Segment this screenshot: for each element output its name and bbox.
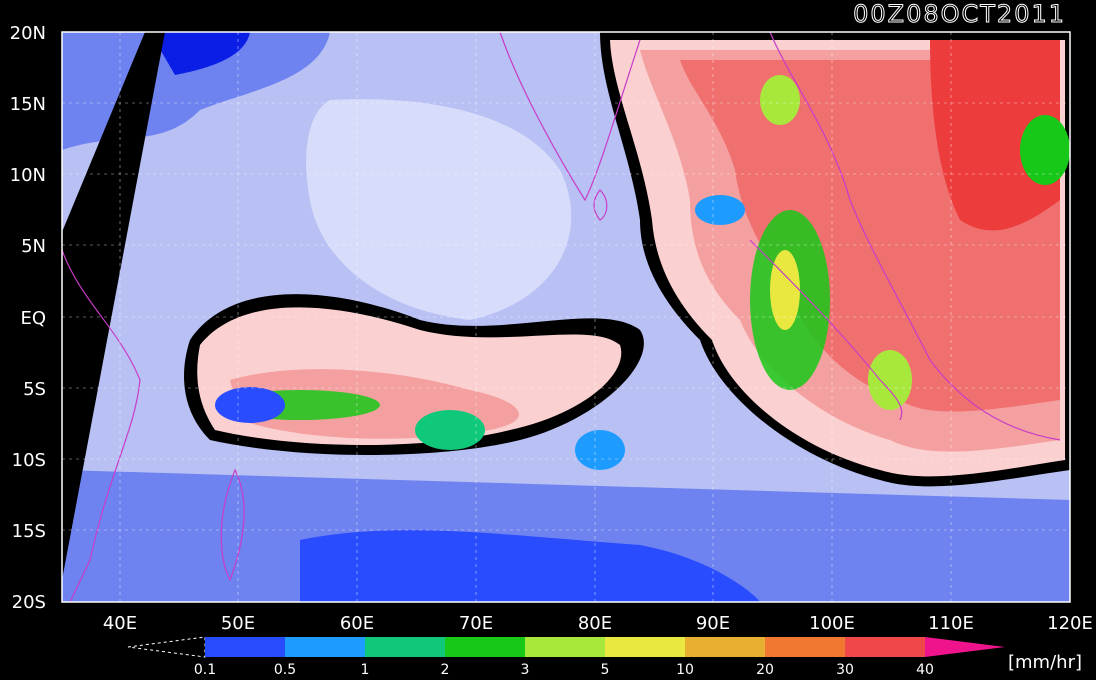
colorbar-label: 2	[441, 662, 450, 678]
longitude-labels: 40E 50E 60E 70E 80E 90E 100E 110E 120E	[103, 613, 1093, 634]
cell-malay	[695, 195, 745, 225]
colorbar-swatch	[205, 637, 285, 657]
colorbar-unit: [mm/hr]	[1008, 652, 1082, 673]
dry-region-arabia	[150, 32, 250, 75]
colorbar-labels: 0.1 0.5 1 2 3 5 10 20 30 40	[194, 662, 934, 678]
lat-label: 5S	[23, 379, 46, 400]
colorbar-swatch	[285, 637, 365, 657]
convective-cells	[215, 75, 1070, 470]
colorbar-swatch	[845, 637, 925, 657]
colorbar-swatch	[445, 637, 525, 657]
colorbar-swatch	[685, 637, 765, 657]
timestamp: 00Z08OCT2011	[853, 0, 1066, 29]
colorbar-label: 5	[601, 662, 610, 678]
lon-label: 50E	[221, 613, 255, 634]
coastline-sumatra	[749, 239, 903, 421]
lat-label: 10S	[12, 450, 46, 471]
colorbar-swatch	[605, 637, 685, 657]
data-gap-swath	[62, 32, 165, 580]
lon-label: 40E	[103, 613, 137, 634]
colorbar-swatch	[365, 637, 445, 657]
lon-label: 70E	[459, 613, 493, 634]
dry-region-south-deep	[300, 530, 760, 602]
lat-label: 10N	[10, 165, 46, 186]
lat-label: 5N	[21, 236, 46, 257]
coastline-india	[499, 31, 641, 202]
map-frame	[61, 31, 1071, 603]
lat-label: 20S	[12, 592, 46, 613]
lon-label: 60E	[340, 613, 374, 634]
colorbar-swatches	[205, 637, 1005, 657]
cell-philippines	[1020, 115, 1070, 185]
colorbar-label: 10	[676, 662, 694, 678]
latitude-labels: 20N 15N 10N 5N EQ 5S 10S 15S 20S	[10, 23, 46, 613]
colorbar-label: 1	[361, 662, 370, 678]
lat-label: 20N	[10, 23, 46, 44]
cell-andaman	[760, 75, 800, 125]
heavy-rain-indochina	[930, 40, 1060, 231]
colorbar-swatch	[765, 637, 845, 657]
colorbar-low-arrow	[127, 636, 206, 658]
lon-label: 90E	[696, 613, 730, 634]
lat-label: 15N	[10, 94, 46, 115]
colorbar-high-arrow	[925, 637, 1005, 657]
colorbar-label: 0.5	[274, 662, 296, 678]
coastline-madagascar	[220, 468, 245, 582]
colorbar-swatch	[525, 637, 605, 657]
lon-label: 80E	[578, 613, 612, 634]
cell-east-ocean	[575, 430, 625, 470]
coastline-indochina	[769, 31, 1061, 441]
colorbar-label: 3	[521, 662, 530, 678]
coastline-srilanka	[593, 189, 608, 221]
lon-label: 110E	[928, 613, 974, 634]
colorbar-label: 0.1	[194, 662, 216, 678]
lat-label: EQ	[20, 308, 46, 329]
lon-label: 100E	[809, 613, 855, 634]
colorbar: 0.1 0.5 1 2 3 5 10 20 30 40 [mm/hr]	[127, 636, 1082, 678]
coastlines	[61, 31, 1061, 603]
cell-central	[415, 410, 485, 450]
coastline-africa	[61, 249, 141, 603]
pale-region-central	[306, 99, 572, 321]
cell-west	[215, 387, 285, 423]
cell-java	[868, 350, 912, 410]
lon-label: 120E	[1047, 613, 1093, 634]
colorbar-label: 30	[836, 662, 854, 678]
rain-field	[62, 32, 1070, 602]
cell-sumatra-core	[770, 250, 800, 330]
colorbar-label: 20	[756, 662, 774, 678]
colorbar-label: 40	[916, 662, 934, 678]
lat-label: 15S	[12, 521, 46, 542]
graticule	[62, 32, 1070, 602]
